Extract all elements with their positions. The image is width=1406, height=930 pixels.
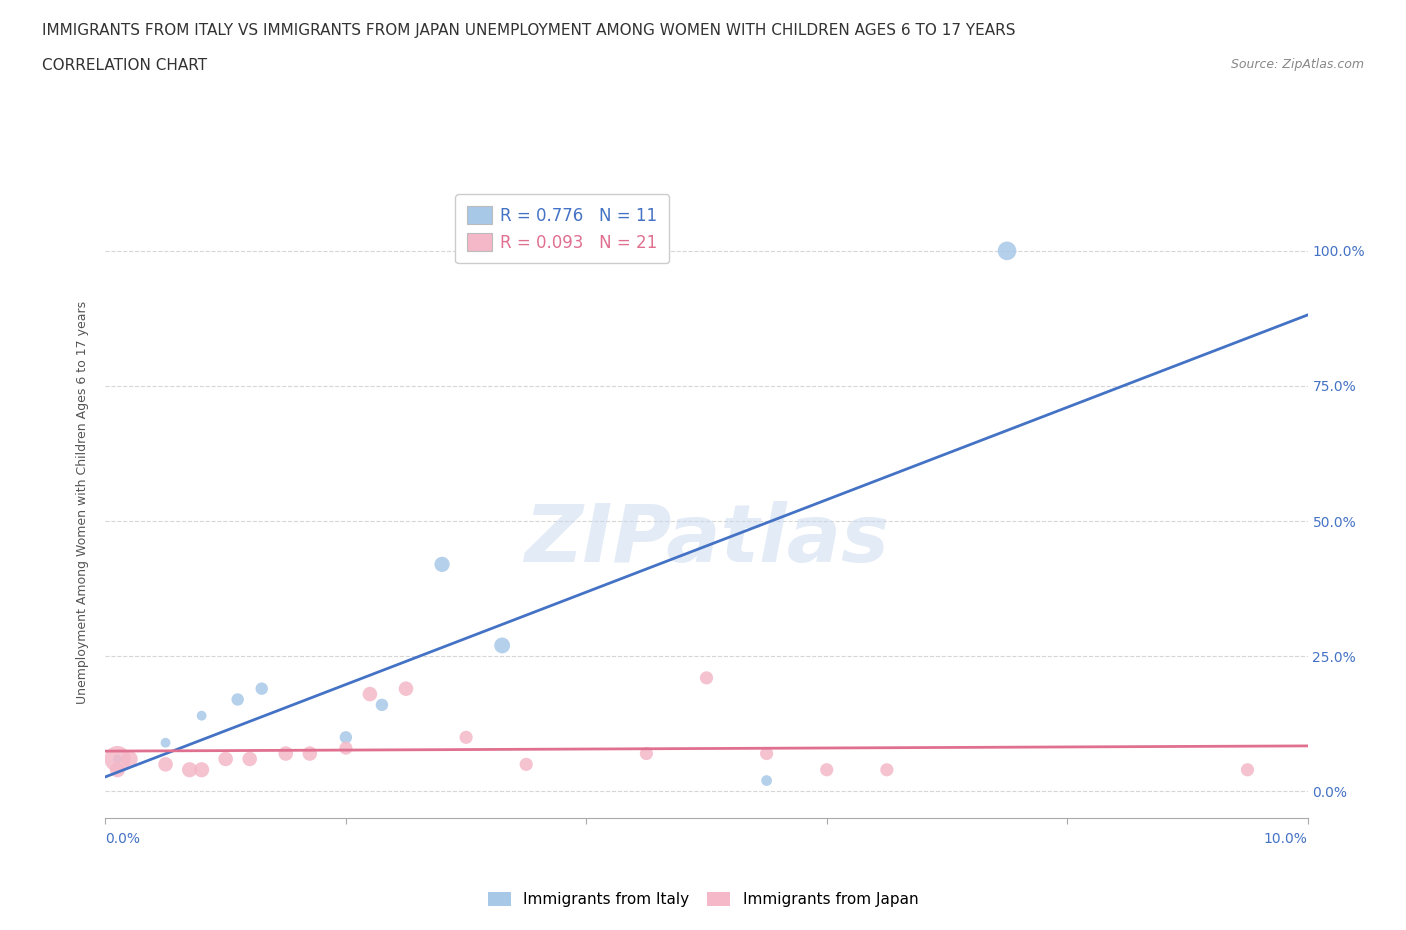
- Point: [155, 736, 177, 751]
- Point: [491, 638, 513, 653]
- Point: [250, 682, 273, 697]
- Point: [755, 773, 778, 788]
- Point: [815, 763, 838, 777]
- Point: [179, 763, 201, 777]
- Point: [226, 692, 249, 707]
- Text: CORRELATION CHART: CORRELATION CHART: [42, 58, 207, 73]
- Point: [107, 751, 129, 766]
- Point: [371, 698, 394, 712]
- Text: 0.0%: 0.0%: [105, 832, 141, 846]
- Point: [430, 557, 453, 572]
- Point: [118, 751, 141, 766]
- Point: [359, 686, 381, 701]
- Point: [696, 671, 718, 685]
- Legend: R = 0.776   N = 11, R = 0.093   N = 21: R = 0.776 N = 11, R = 0.093 N = 21: [456, 194, 669, 263]
- Point: [1236, 763, 1258, 777]
- Point: [515, 757, 537, 772]
- Y-axis label: Unemployment Among Women with Children Ages 6 to 17 years: Unemployment Among Women with Children A…: [76, 300, 90, 704]
- Point: [214, 751, 236, 766]
- Text: ZIPatlas: ZIPatlas: [524, 501, 889, 579]
- Point: [107, 751, 129, 766]
- Text: Source: ZipAtlas.com: Source: ZipAtlas.com: [1230, 58, 1364, 71]
- Point: [456, 730, 478, 745]
- Point: [274, 746, 297, 761]
- Point: [190, 709, 212, 724]
- Point: [107, 763, 129, 777]
- Point: [876, 763, 898, 777]
- Point: [155, 757, 177, 772]
- Legend: Immigrants from Italy, Immigrants from Japan: Immigrants from Italy, Immigrants from J…: [482, 885, 924, 913]
- Point: [298, 746, 321, 761]
- Point: [335, 740, 357, 755]
- Point: [395, 682, 418, 697]
- Point: [239, 751, 262, 766]
- Point: [755, 746, 778, 761]
- Point: [190, 763, 212, 777]
- Point: [995, 244, 1018, 259]
- Point: [636, 746, 658, 761]
- Text: 10.0%: 10.0%: [1264, 832, 1308, 846]
- Point: [335, 730, 357, 745]
- Text: IMMIGRANTS FROM ITALY VS IMMIGRANTS FROM JAPAN UNEMPLOYMENT AMONG WOMEN WITH CHI: IMMIGRANTS FROM ITALY VS IMMIGRANTS FROM…: [42, 23, 1015, 38]
